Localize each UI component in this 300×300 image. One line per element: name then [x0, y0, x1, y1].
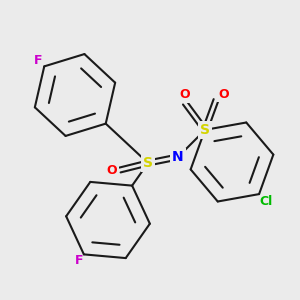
Text: S: S [200, 123, 210, 137]
Text: F: F [75, 254, 83, 267]
Text: S: S [143, 156, 153, 170]
Text: Cl: Cl [259, 195, 272, 208]
Text: O: O [107, 164, 117, 176]
Text: O: O [180, 88, 190, 101]
Text: O: O [219, 88, 229, 100]
Text: N: N [172, 150, 184, 164]
Text: F: F [34, 54, 43, 68]
